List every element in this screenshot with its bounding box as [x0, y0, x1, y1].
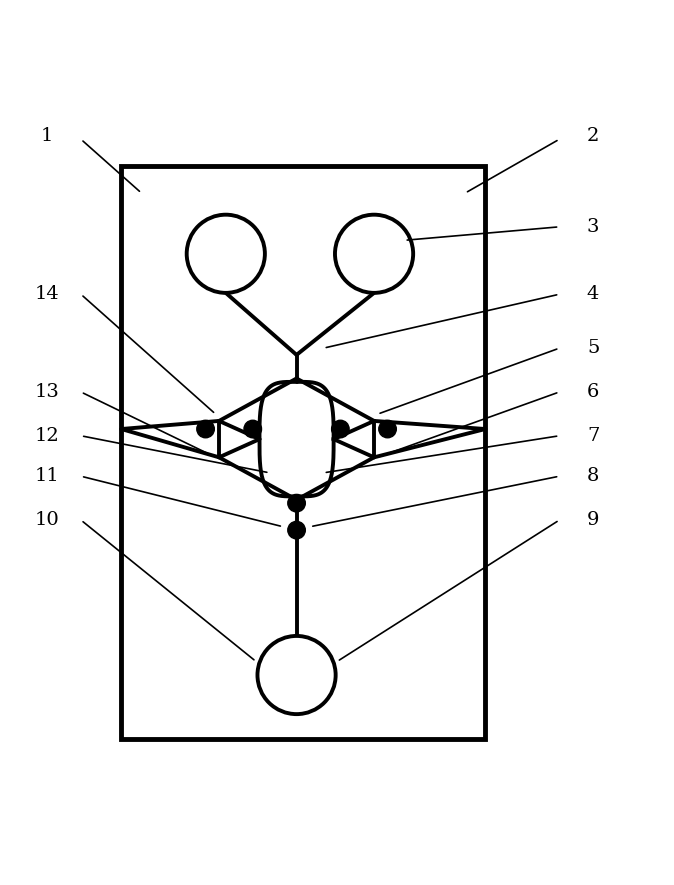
Text: 2: 2	[587, 127, 599, 145]
Text: 5: 5	[587, 339, 599, 358]
Circle shape	[257, 636, 336, 714]
Text: 3: 3	[587, 218, 599, 235]
Circle shape	[197, 420, 214, 438]
Circle shape	[288, 521, 305, 539]
Circle shape	[332, 420, 349, 438]
Circle shape	[379, 420, 396, 438]
Text: 8: 8	[587, 467, 599, 485]
Circle shape	[187, 215, 265, 293]
Text: 13: 13	[35, 383, 59, 401]
Circle shape	[244, 420, 262, 438]
Circle shape	[288, 495, 305, 512]
Text: 7: 7	[587, 427, 599, 445]
Text: 11: 11	[35, 467, 59, 485]
Text: 12: 12	[35, 427, 59, 445]
Text: 6: 6	[587, 383, 599, 401]
Text: 1: 1	[41, 127, 53, 145]
Text: 9: 9	[587, 511, 599, 529]
Circle shape	[335, 215, 413, 293]
Text: 10: 10	[35, 511, 59, 529]
Bar	[121, 166, 485, 739]
Text: 4: 4	[587, 285, 599, 304]
Text: 14: 14	[35, 285, 59, 304]
